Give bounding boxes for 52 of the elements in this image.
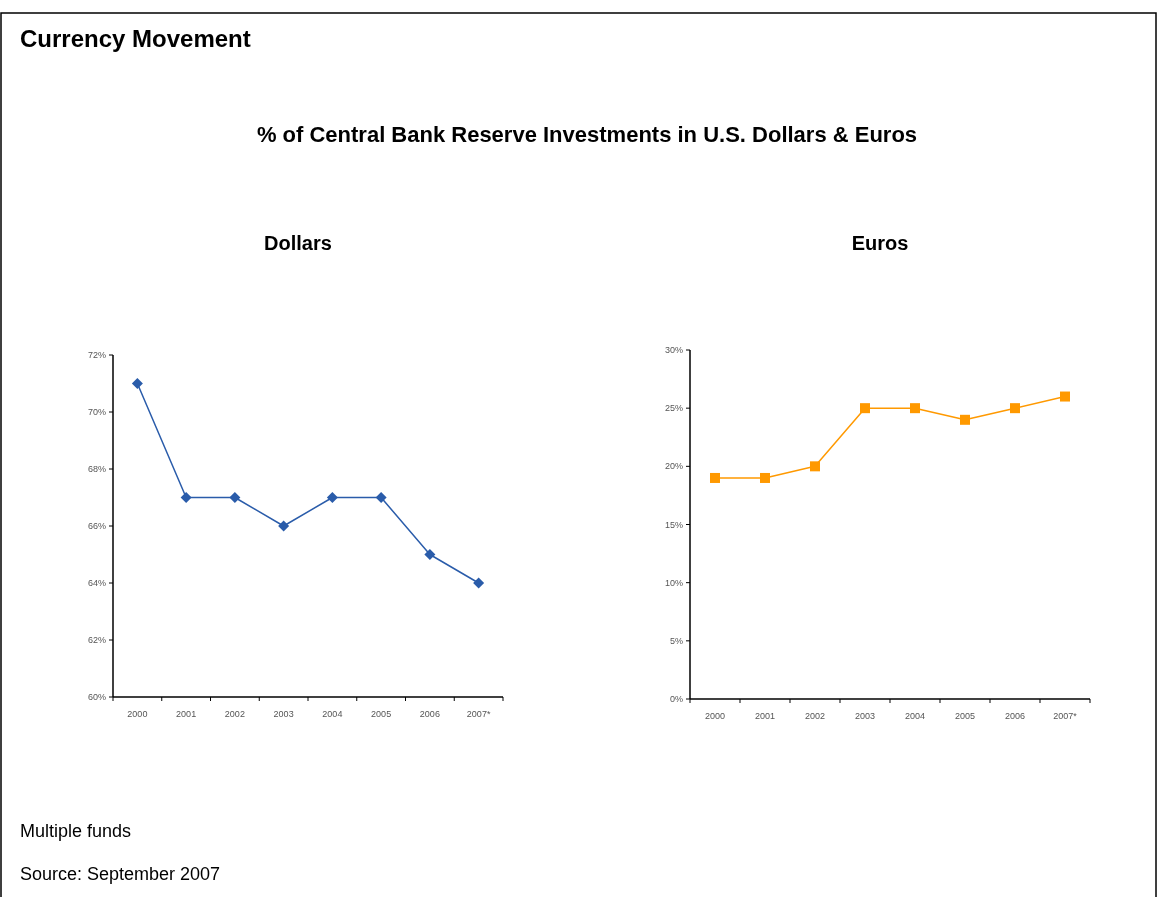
source-note: Source: September 2007 bbox=[20, 864, 221, 884]
x-tick-label: 2007* bbox=[1053, 711, 1078, 721]
x-tick-label: 2000 bbox=[704, 711, 726, 721]
x-tick-label: 2002 bbox=[804, 711, 826, 721]
point bbox=[760, 472, 770, 483]
x-tick-label: 2003 bbox=[854, 711, 876, 721]
point bbox=[710, 472, 720, 483]
text: Multiple funds bbox=[20, 821, 132, 841]
x-tick-label: 2001 bbox=[754, 711, 776, 721]
point bbox=[375, 492, 387, 503]
y-tick-label: 72% bbox=[87, 350, 106, 361]
x-tick-label: 2006 bbox=[419, 709, 440, 719]
x-tick-label: 2005 bbox=[371, 709, 392, 719]
y-tick-label: 20% bbox=[664, 461, 683, 472]
point bbox=[960, 414, 970, 425]
point bbox=[278, 520, 290, 532]
x-tick-label: 2001 bbox=[176, 709, 197, 719]
x-tick-label: 2004 bbox=[322, 709, 343, 719]
y-tick-label: 62% bbox=[87, 635, 106, 646]
text: Currency Movement bbox=[20, 25, 251, 52]
point bbox=[180, 492, 192, 503]
y-tick-label: 10% bbox=[664, 577, 683, 588]
text: % of Central Bank Reserve Investments in U.S. Dollars & Euros bbox=[256, 122, 918, 147]
x-tick-label: 2005 bbox=[954, 711, 976, 721]
point bbox=[326, 492, 338, 503]
y-tick-label: 0% bbox=[669, 694, 683, 705]
y-tick-label: 70% bbox=[87, 407, 106, 418]
point bbox=[424, 549, 436, 560]
y-tick-label: 5% bbox=[669, 635, 683, 646]
x-tick-label: 2004 bbox=[904, 711, 926, 721]
chart-title: Euros bbox=[851, 232, 909, 254]
point bbox=[910, 403, 920, 414]
x-tick-label: 2006 bbox=[1004, 711, 1026, 721]
y-tick-label: 68% bbox=[87, 464, 106, 475]
y-tick-label: 60% bbox=[87, 692, 106, 703]
chart-title: Dollars bbox=[264, 232, 332, 254]
y-tick-label: 25% bbox=[664, 403, 683, 414]
x-tick-label: 2007* bbox=[466, 709, 491, 719]
point bbox=[473, 577, 485, 589]
point bbox=[1010, 403, 1020, 414]
point bbox=[860, 403, 870, 414]
x-tick-label: 2003 bbox=[273, 709, 294, 719]
point bbox=[131, 378, 143, 389]
point bbox=[810, 461, 820, 472]
y-tick-label: 30% bbox=[664, 345, 683, 356]
x-tick-label: 2002 bbox=[224, 709, 245, 719]
y-tick-label: 66% bbox=[87, 521, 106, 532]
y-tick-label: 64% bbox=[87, 578, 106, 589]
point bbox=[229, 492, 241, 503]
point bbox=[1060, 391, 1070, 402]
x-tick-label: 2000 bbox=[127, 709, 148, 719]
y-tick-label: 15% bbox=[664, 519, 683, 530]
